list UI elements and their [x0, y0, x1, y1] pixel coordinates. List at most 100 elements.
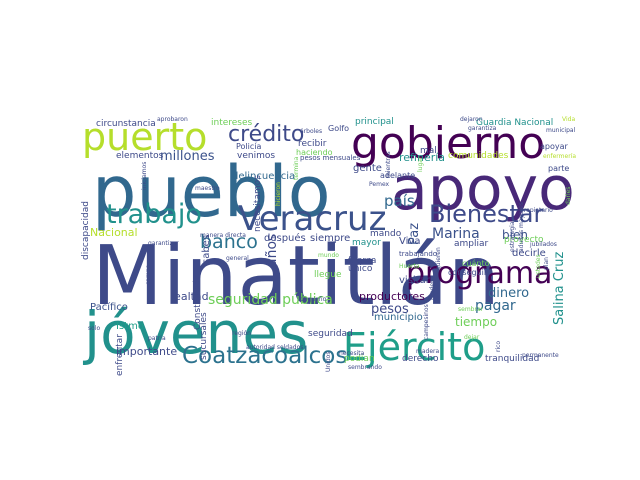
word-pais: país: [384, 192, 415, 210]
word-derecho: derecho: [402, 354, 439, 364]
word-parte: parte: [548, 164, 569, 173]
word-gente: gente: [353, 163, 382, 174]
word-pacifico: Pacífico: [90, 301, 128, 313]
word-garantizar: mundo: [318, 252, 339, 259]
word-programa: programa: [406, 256, 552, 291]
word-ejercito: Ejército: [343, 325, 485, 369]
word-paz: Paz: [407, 223, 422, 245]
word-proyecto: proyecto: [504, 235, 544, 245]
word-pemex: Pemex: [369, 181, 390, 188]
word-estrategia: estrategia: [509, 221, 516, 252]
word-dejar: dejar: [464, 334, 480, 341]
word-mal: mal: [420, 146, 437, 156]
word-fuerza: fuerza: [348, 256, 376, 266]
word-puerto: puerto: [82, 115, 207, 159]
word-haciendo: haciendo: [296, 148, 333, 157]
word-mando: mando: [370, 229, 402, 239]
word-pequeno: adelante: [380, 171, 415, 180]
word-maestro: maestro: [195, 185, 220, 192]
word-cloud-area: [80, 113, 574, 367]
word-sembrando: madera: [429, 277, 436, 300]
word-pueblo: pueblo: [92, 151, 331, 233]
word-sembrar: sembrar: [458, 306, 484, 313]
word-seguridad-publica: seguridad pública: [208, 292, 333, 308]
word-elementos: elementos: [116, 151, 164, 161]
word-dejaron: dejaron: [460, 116, 483, 123]
word-propietario: propietario: [520, 207, 553, 214]
word-apoyar: apoyar: [540, 142, 569, 151]
word-campo: garantizar: [148, 240, 179, 247]
word-mundo: hicieron: [275, 182, 282, 206]
word-refineria: refinería: [399, 151, 445, 164]
word-general: pequeño: [300, 296, 327, 303]
word-jovenes: jóvenes: [82, 299, 308, 367]
word-llegue: llegue: [314, 270, 342, 280]
word-dinero: dinero: [488, 286, 529, 301]
word-decirle: decirle: [512, 248, 546, 259]
word-aprobaron: aprobaron: [157, 116, 188, 123]
word-iniciamos: iniciamos: [141, 162, 148, 190]
word-jubilados: jubilados: [529, 241, 557, 248]
word-bienestar: Bienestar: [429, 200, 543, 228]
word-campesinos: madera: [416, 348, 439, 355]
word-termina: sembrando: [348, 364, 382, 371]
word-vida: Vida: [562, 116, 575, 123]
word-circunstancia: circunstancia: [96, 119, 156, 129]
word-sabes: sabes: [201, 235, 212, 264]
word-viva: Viva: [399, 236, 420, 247]
word-intereses: intereses: [211, 118, 253, 128]
word-marina: Marina: [432, 226, 480, 242]
word-trabajando: trabajando: [399, 250, 437, 258]
word-autoridad-soldados: autoridad soldados: [246, 344, 303, 351]
word-discapacidad: discapacidad: [81, 201, 91, 260]
word-trabajo: trabajo: [106, 199, 202, 230]
word-unidos: Unidos: [325, 352, 332, 372]
word-seguridad: seguridad: [308, 329, 353, 339]
word-apoyo: apoyo: [391, 154, 575, 224]
word-municipal: municipal: [546, 127, 576, 134]
word-anos: años: [264, 234, 280, 267]
word-pagar: pagar: [475, 298, 516, 314]
word-delincuencia: delincuencia: [232, 171, 295, 182]
word-comunidades: comunidades: [448, 151, 509, 161]
word-necesitamos: necesitamos: [253, 175, 263, 232]
word-constitucion: Constitución: [192, 274, 203, 330]
word-adultos-mayores: adultos mayores: [518, 202, 525, 252]
word-conseguir: conseguir: [448, 268, 488, 277]
word-pesos: pesos: [371, 302, 409, 317]
word-tranquilidad: tranquilidad: [485, 354, 539, 364]
word-unico: único: [348, 264, 373, 274]
word-quieren: ustedes: [535, 254, 542, 278]
word-enfermeria: enfermería: [543, 153, 576, 160]
word-permanente: general: [226, 255, 249, 262]
word-veracruz: Veracruz: [238, 199, 386, 239]
word-patria: patria: [148, 335, 166, 342]
word-despues: después: [264, 232, 306, 244]
word-credito: crédito: [228, 122, 304, 147]
word-mientras: campesinos: [423, 304, 430, 340]
word-cuanto: cuánto: [462, 259, 490, 268]
word-gobierno: gobierno: [351, 118, 545, 169]
word-lealtad: lealtad: [171, 290, 209, 303]
word-golfo: Golfo: [328, 124, 349, 133]
word-coordinacion: manera directa: [200, 232, 246, 239]
word-ampliar: ampliar: [454, 239, 489, 249]
word-salina-cruz: Salina Cruz: [552, 252, 567, 325]
word-solo: solo: [88, 325, 100, 332]
word-importante: importante: [116, 345, 177, 358]
word-huerta: Huerta: [399, 263, 420, 270]
word-sucursales: sucursales: [199, 312, 209, 360]
word-garantiza: quieren: [435, 247, 442, 270]
word-banco: banco: [200, 231, 258, 253]
word-arboles: mientras: [385, 151, 392, 178]
word-adelante: termina: [293, 156, 300, 180]
word-siempre: siempre: [310, 233, 350, 244]
word-lugar: lugar: [417, 156, 424, 172]
word-ustedes: plan: [543, 257, 550, 270]
word-madera: garantiza: [468, 125, 497, 132]
word-recibir: recibir: [298, 139, 327, 149]
word-manera-directa: campo: [145, 264, 152, 285]
word-tiempo: tiempo: [455, 315, 497, 329]
word-pesos-mensuales: pesos mensuales: [300, 154, 361, 162]
